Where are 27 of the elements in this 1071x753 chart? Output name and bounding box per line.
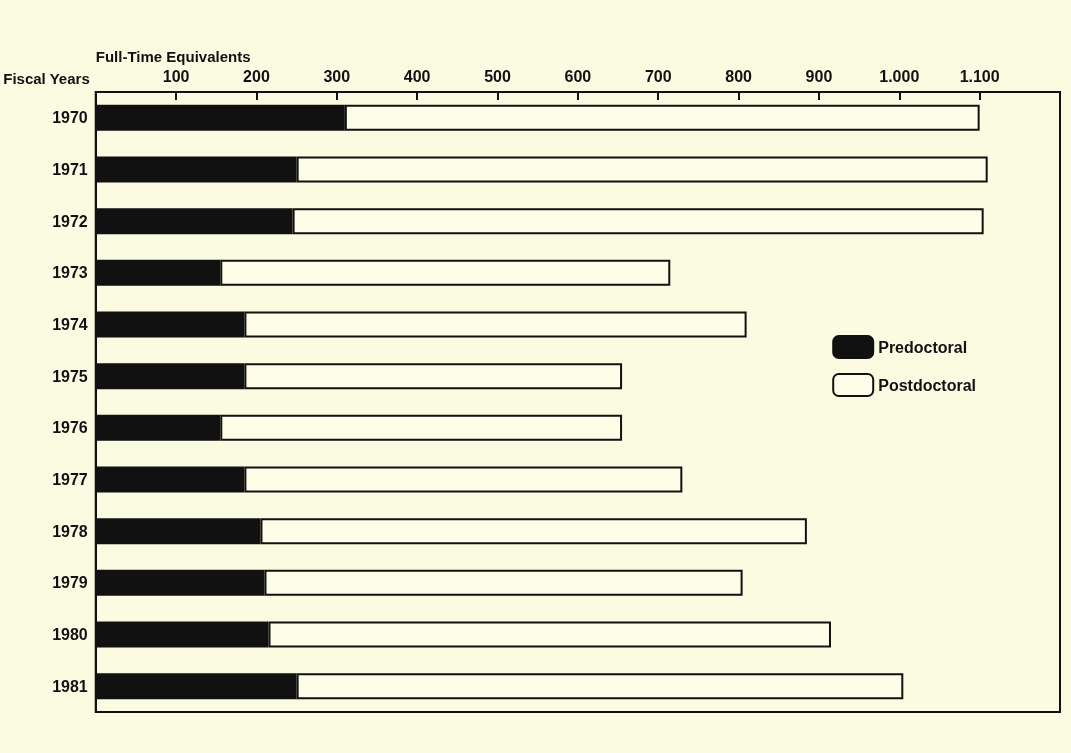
x-tick-label: 300 bbox=[323, 67, 351, 85]
x-tick-label: 700 bbox=[644, 67, 672, 85]
y-axis-title: Fiscal Years bbox=[3, 69, 90, 87]
legend-label: Postdoctoral bbox=[878, 376, 977, 394]
x-tick-label: 400 bbox=[403, 67, 431, 85]
y-tick-label: 1979 bbox=[52, 574, 88, 592]
y-tick-label: 1978 bbox=[52, 522, 88, 540]
y-tick-label: 1977 bbox=[52, 471, 88, 488]
y-tick-label: 1981 bbox=[52, 677, 88, 695]
x-tick-label: 200 bbox=[243, 67, 270, 85]
y-tick-label: 1972 bbox=[52, 212, 88, 230]
x-tick-label: 500 bbox=[484, 67, 511, 85]
y-tick-label: 1970 bbox=[52, 109, 88, 127]
y-tick-label: 1971 bbox=[52, 161, 88, 178]
y-tick-label: 1975 bbox=[52, 367, 88, 385]
x-tick-label: 100 bbox=[162, 67, 190, 85]
legend-label: Predoctoral bbox=[878, 338, 968, 356]
y-tick-label: 1974 bbox=[52, 316, 88, 333]
x-tick-label: 800 bbox=[725, 67, 753, 85]
y-tick-label: 1976 bbox=[52, 419, 88, 437]
x-axis-title: Full-Time Equivalents bbox=[95, 48, 251, 65]
y-tick-label: 1980 bbox=[52, 626, 88, 643]
x-tick-label: 900 bbox=[805, 67, 833, 85]
y-tick-label: 1973 bbox=[52, 264, 88, 282]
x-tick-label: 1.000 bbox=[879, 67, 920, 85]
x-tick-label: 600 bbox=[564, 67, 592, 85]
x-tick-label: 1.100 bbox=[959, 67, 1000, 85]
